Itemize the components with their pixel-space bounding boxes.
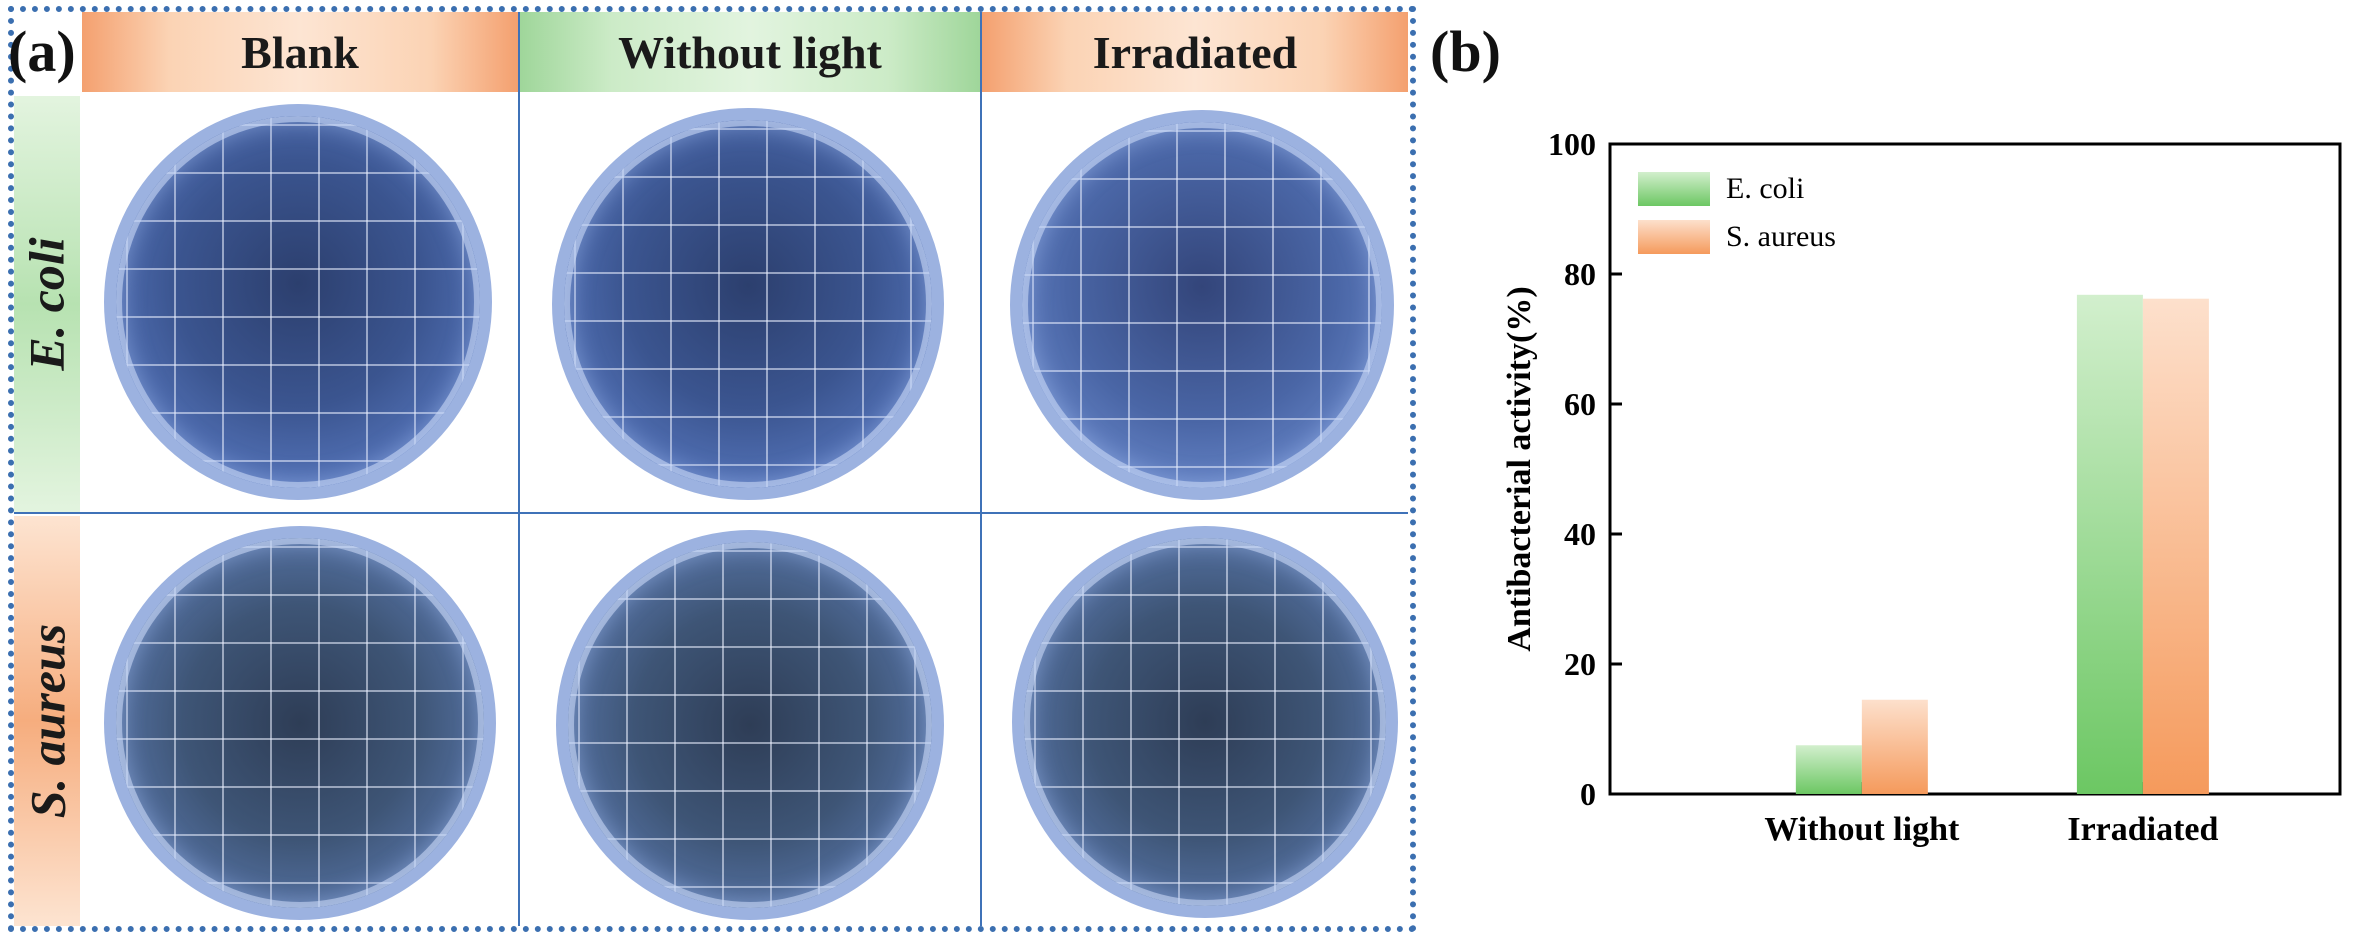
y-axis-label: Antibacterial activity(%) [1501,286,1538,651]
y-tick-label: 80 [1564,256,1596,292]
row-label-s-aureus: S. aureus [19,623,75,819]
row-header-e-coli: E. coli [14,96,80,512]
bar-e-coli-irradiated [2076,294,2143,794]
bar-e-coli-without-light [1795,745,1862,794]
plot-frame [1608,142,2342,796]
y-tick-label: 40 [1564,516,1596,552]
petri-dish-saureus-irradiated [1012,526,1398,918]
bar-s-aureus-without-light [1861,699,1928,794]
x-tick-label: Without light [1764,811,1960,848]
row-header-s-aureus: S. aureus [14,516,80,926]
grid-divider [518,12,520,926]
petri-dish-ecoli-blank [104,104,492,500]
x-tick-label: Irradiated [2067,811,2218,848]
legend-swatch-1 [1638,220,1710,254]
bar-chart: 0 20 40 60 80 100 Antibacterial activity(%) Wit… [1501,126,2342,848]
y-tick-label: 60 [1564,386,1596,422]
petri-dish-saureus-blank [104,526,496,920]
petri-dish-saureus-without-light [556,530,944,920]
column-header-blank: Blank [82,12,518,92]
y-tick-label: 20 [1564,646,1596,682]
column-header-without-light: Without light [520,12,980,92]
y-tick-label: 100 [1548,126,1596,162]
bar-s-aureus-irradiated [2142,298,2209,794]
grid-divider [14,512,1408,514]
panel-a-label: (a) [8,19,76,84]
legend-label-1: S. aureus [1726,220,1836,253]
row-label-e-coli: E. coli [19,237,76,371]
petri-dish-ecoli-irradiated [1010,110,1394,500]
legend-label-0: E. coli [1726,172,1804,205]
panel-b-label: (b) [1430,19,1501,84]
legend-swatch-0 [1638,172,1710,206]
grid-divider [980,12,982,926]
petri-dish-ecoli-without-light [552,108,944,500]
panel-a-frame [8,6,1416,932]
column-header-irradiated: Irradiated [982,12,1408,92]
y-tick-label: 0 [1580,776,1596,812]
